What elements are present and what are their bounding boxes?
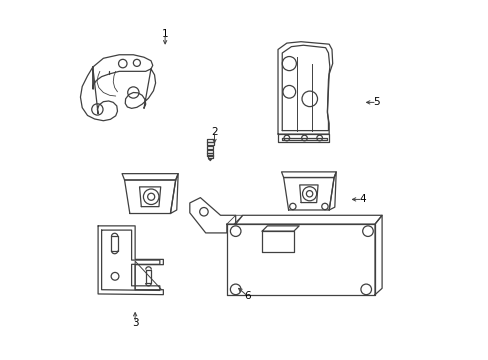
Text: 4: 4 <box>359 194 365 204</box>
Text: 2: 2 <box>211 127 217 138</box>
Text: 6: 6 <box>244 292 251 301</box>
Text: 1: 1 <box>162 28 168 39</box>
Text: 3: 3 <box>132 318 138 328</box>
Text: 5: 5 <box>373 98 379 107</box>
